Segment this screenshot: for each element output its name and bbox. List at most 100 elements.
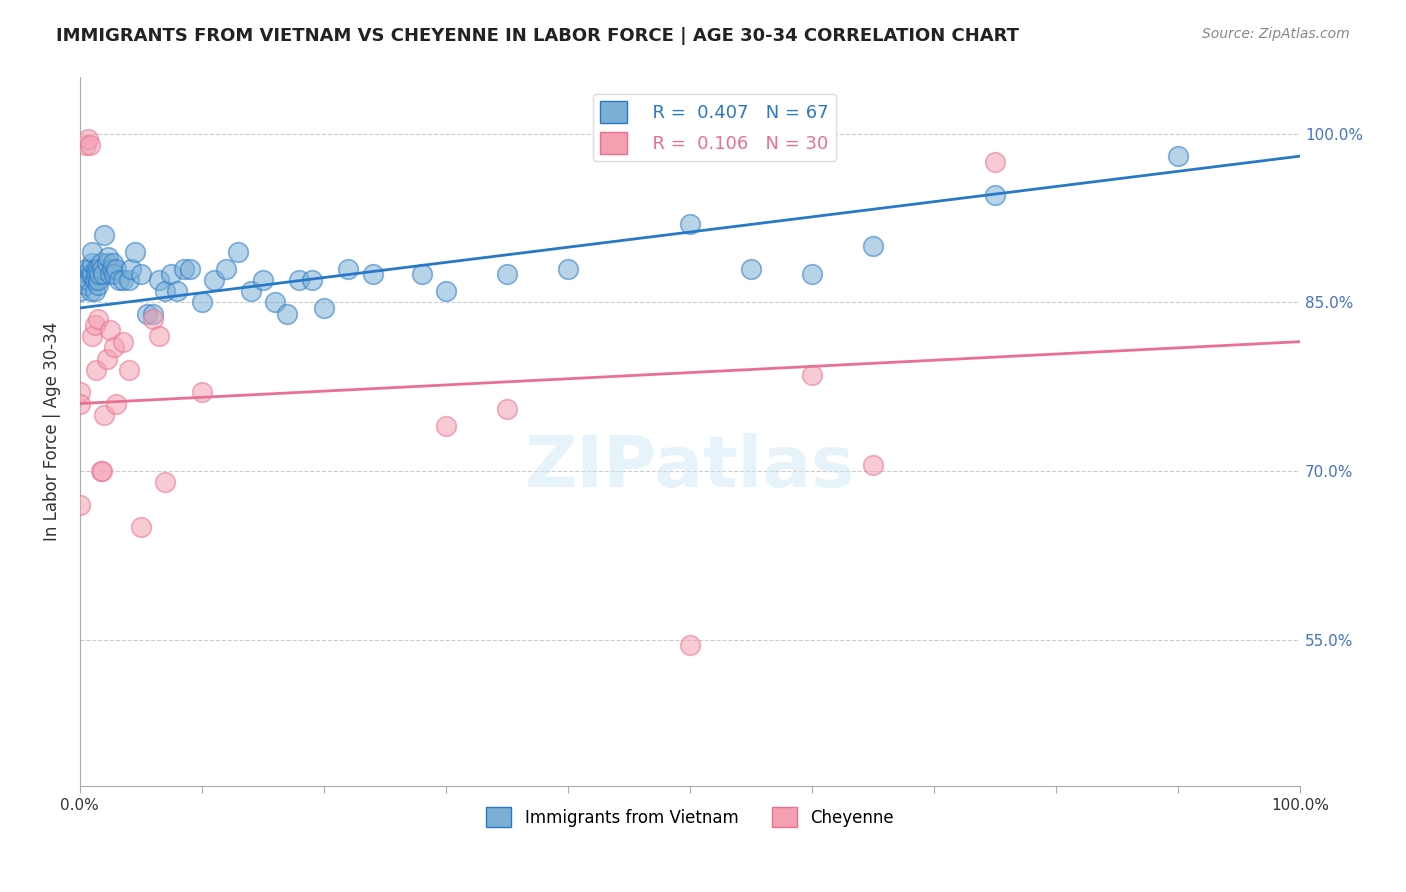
Point	[100, 261, 122, 276]
Point	[434, 284, 457, 298]
Point	[120, 261, 142, 276]
Point	[93, 227, 115, 242]
Point	[77, 132, 100, 146]
Point	[679, 638, 702, 652]
Point	[69, 498, 91, 512]
Point	[80, 267, 103, 281]
Point	[142, 307, 165, 321]
Point	[75, 261, 97, 276]
Point	[740, 261, 762, 276]
Point	[984, 154, 1007, 169]
Point	[97, 250, 120, 264]
Point	[100, 323, 122, 337]
Point	[191, 295, 214, 310]
Point	[337, 261, 360, 276]
Point	[83, 284, 105, 298]
Point	[202, 273, 225, 287]
Point	[155, 475, 177, 490]
Point	[79, 261, 101, 276]
Point	[79, 267, 101, 281]
Point	[80, 329, 103, 343]
Point	[800, 267, 823, 281]
Point	[75, 137, 97, 152]
Point	[361, 267, 384, 281]
Point	[103, 267, 125, 281]
Point	[239, 284, 262, 298]
Point	[1167, 149, 1189, 163]
Text: Source: ZipAtlas.com: Source: ZipAtlas.com	[1202, 27, 1350, 41]
Point	[87, 278, 110, 293]
Legend: Immigrants from Vietnam, Cheyenne: Immigrants from Vietnam, Cheyenne	[479, 800, 900, 834]
Point	[862, 239, 884, 253]
Point	[105, 396, 128, 410]
Point	[276, 307, 298, 321]
Point	[87, 261, 110, 276]
Point	[75, 278, 97, 293]
Point	[118, 363, 141, 377]
Point	[411, 267, 433, 281]
Point	[96, 256, 118, 270]
Point	[69, 273, 91, 287]
Point	[96, 351, 118, 366]
Text: ZIPatlas: ZIPatlas	[524, 433, 855, 501]
Point	[862, 458, 884, 473]
Point	[101, 256, 124, 270]
Point	[84, 363, 107, 377]
Point	[288, 273, 311, 287]
Point	[160, 267, 183, 281]
Point	[93, 408, 115, 422]
Point	[80, 244, 103, 259]
Point	[136, 307, 159, 321]
Point	[129, 267, 152, 281]
Point	[984, 188, 1007, 202]
Point	[312, 301, 335, 315]
Point	[87, 312, 110, 326]
Point	[90, 464, 112, 478]
Point	[83, 318, 105, 332]
Point	[69, 396, 91, 410]
Point	[129, 520, 152, 534]
Point	[69, 284, 91, 298]
Point	[80, 284, 103, 298]
Point	[84, 267, 107, 281]
Point	[179, 261, 201, 276]
Point	[148, 329, 170, 343]
Point	[155, 284, 177, 298]
Point	[264, 295, 287, 310]
Point	[80, 256, 103, 270]
Point	[69, 385, 91, 400]
Point	[90, 261, 112, 276]
Point	[148, 273, 170, 287]
Point	[83, 273, 105, 287]
Point	[142, 312, 165, 326]
Point	[103, 340, 125, 354]
Point	[89, 267, 111, 281]
Point	[215, 261, 238, 276]
Point	[557, 261, 579, 276]
Point	[252, 273, 274, 287]
Point	[166, 284, 188, 298]
Point	[191, 385, 214, 400]
Point	[77, 273, 100, 287]
Point	[301, 273, 323, 287]
Point	[173, 261, 195, 276]
Point	[108, 273, 131, 287]
Point	[228, 244, 250, 259]
Point	[87, 273, 110, 287]
Point	[111, 334, 134, 349]
Point	[90, 464, 112, 478]
Point	[91, 267, 114, 281]
Point	[679, 217, 702, 231]
Y-axis label: In Labor Force | Age 30-34: In Labor Force | Age 30-34	[44, 322, 60, 541]
Point	[111, 273, 134, 287]
Text: IMMIGRANTS FROM VIETNAM VS CHEYENNE IN LABOR FORCE | AGE 30-34 CORRELATION CHART: IMMIGRANTS FROM VIETNAM VS CHEYENNE IN L…	[56, 27, 1019, 45]
Point	[434, 419, 457, 434]
Point	[79, 137, 101, 152]
Point	[100, 267, 122, 281]
Point	[496, 402, 519, 417]
Point	[90, 256, 112, 270]
Point	[124, 244, 146, 259]
Point	[800, 368, 823, 383]
Point	[84, 261, 107, 276]
Point	[496, 267, 519, 281]
